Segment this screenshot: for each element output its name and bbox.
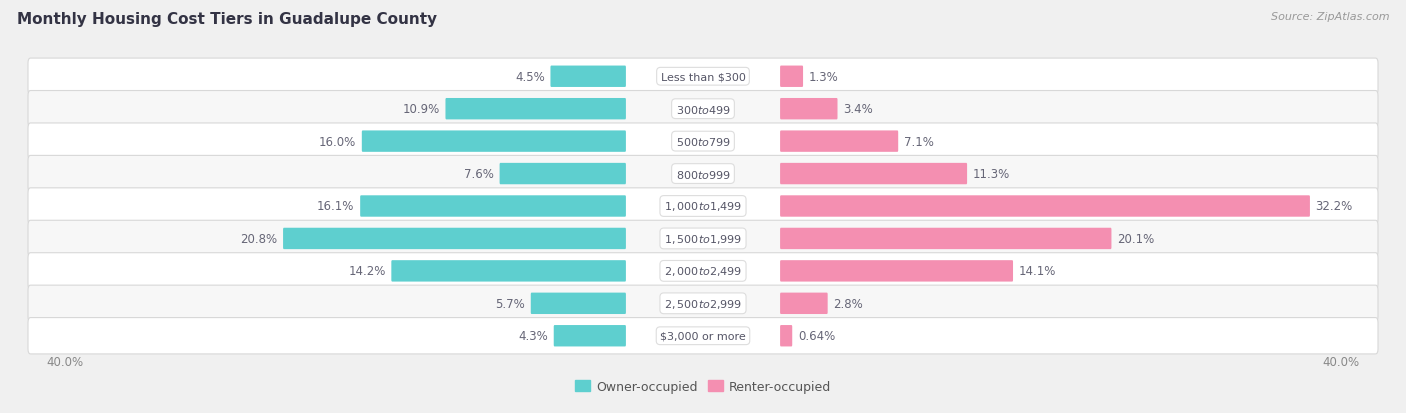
FancyBboxPatch shape	[780, 228, 1111, 249]
Text: $1,500 to $1,999: $1,500 to $1,999	[664, 233, 742, 245]
Text: 40.0%: 40.0%	[46, 355, 84, 368]
FancyBboxPatch shape	[780, 99, 838, 120]
Text: $300 to $499: $300 to $499	[675, 103, 731, 115]
Text: $2,000 to $2,499: $2,000 to $2,499	[664, 265, 742, 278]
FancyBboxPatch shape	[28, 188, 1378, 225]
Text: 2.8%: 2.8%	[834, 297, 863, 310]
FancyBboxPatch shape	[28, 91, 1378, 128]
FancyBboxPatch shape	[780, 293, 828, 314]
FancyBboxPatch shape	[446, 99, 626, 120]
Text: 3.4%: 3.4%	[844, 103, 873, 116]
Text: $1,000 to $1,499: $1,000 to $1,499	[664, 200, 742, 213]
FancyBboxPatch shape	[550, 66, 626, 88]
FancyBboxPatch shape	[780, 66, 803, 88]
FancyBboxPatch shape	[28, 59, 1378, 95]
Text: 5.7%: 5.7%	[495, 297, 524, 310]
Text: 10.9%: 10.9%	[402, 103, 440, 116]
FancyBboxPatch shape	[28, 253, 1378, 290]
FancyBboxPatch shape	[28, 221, 1378, 257]
Text: 20.1%: 20.1%	[1118, 233, 1154, 245]
Text: 32.2%: 32.2%	[1316, 200, 1353, 213]
FancyBboxPatch shape	[780, 196, 1310, 217]
Text: 11.3%: 11.3%	[973, 168, 1010, 180]
Text: 4.5%: 4.5%	[515, 71, 544, 83]
FancyBboxPatch shape	[361, 131, 626, 152]
FancyBboxPatch shape	[780, 164, 967, 185]
FancyBboxPatch shape	[28, 123, 1378, 160]
Text: 20.8%: 20.8%	[240, 233, 277, 245]
Text: Monthly Housing Cost Tiers in Guadalupe County: Monthly Housing Cost Tiers in Guadalupe …	[17, 12, 437, 27]
Text: 40.0%: 40.0%	[1322, 355, 1360, 368]
FancyBboxPatch shape	[780, 261, 1012, 282]
Text: Source: ZipAtlas.com: Source: ZipAtlas.com	[1271, 12, 1389, 22]
FancyBboxPatch shape	[554, 325, 626, 347]
Text: 16.1%: 16.1%	[318, 200, 354, 213]
FancyBboxPatch shape	[780, 325, 792, 347]
Text: 7.6%: 7.6%	[464, 168, 494, 180]
FancyBboxPatch shape	[28, 156, 1378, 192]
FancyBboxPatch shape	[780, 131, 898, 152]
Text: 0.64%: 0.64%	[799, 330, 835, 342]
Text: 7.1%: 7.1%	[904, 135, 934, 148]
Text: $3,000 or more: $3,000 or more	[661, 331, 745, 341]
Text: 4.3%: 4.3%	[519, 330, 548, 342]
FancyBboxPatch shape	[28, 318, 1378, 354]
FancyBboxPatch shape	[391, 261, 626, 282]
Text: 14.1%: 14.1%	[1019, 265, 1056, 278]
Text: 1.3%: 1.3%	[808, 71, 838, 83]
Text: $500 to $799: $500 to $799	[675, 136, 731, 148]
FancyBboxPatch shape	[360, 196, 626, 217]
Text: 14.2%: 14.2%	[349, 265, 385, 278]
FancyBboxPatch shape	[283, 228, 626, 249]
Text: $2,500 to $2,999: $2,500 to $2,999	[664, 297, 742, 310]
FancyBboxPatch shape	[531, 293, 626, 314]
Legend: Owner-occupied, Renter-occupied: Owner-occupied, Renter-occupied	[569, 375, 837, 398]
FancyBboxPatch shape	[499, 164, 626, 185]
Text: Less than $300: Less than $300	[661, 72, 745, 82]
FancyBboxPatch shape	[28, 285, 1378, 322]
Text: $800 to $999: $800 to $999	[675, 168, 731, 180]
Text: 16.0%: 16.0%	[319, 135, 356, 148]
